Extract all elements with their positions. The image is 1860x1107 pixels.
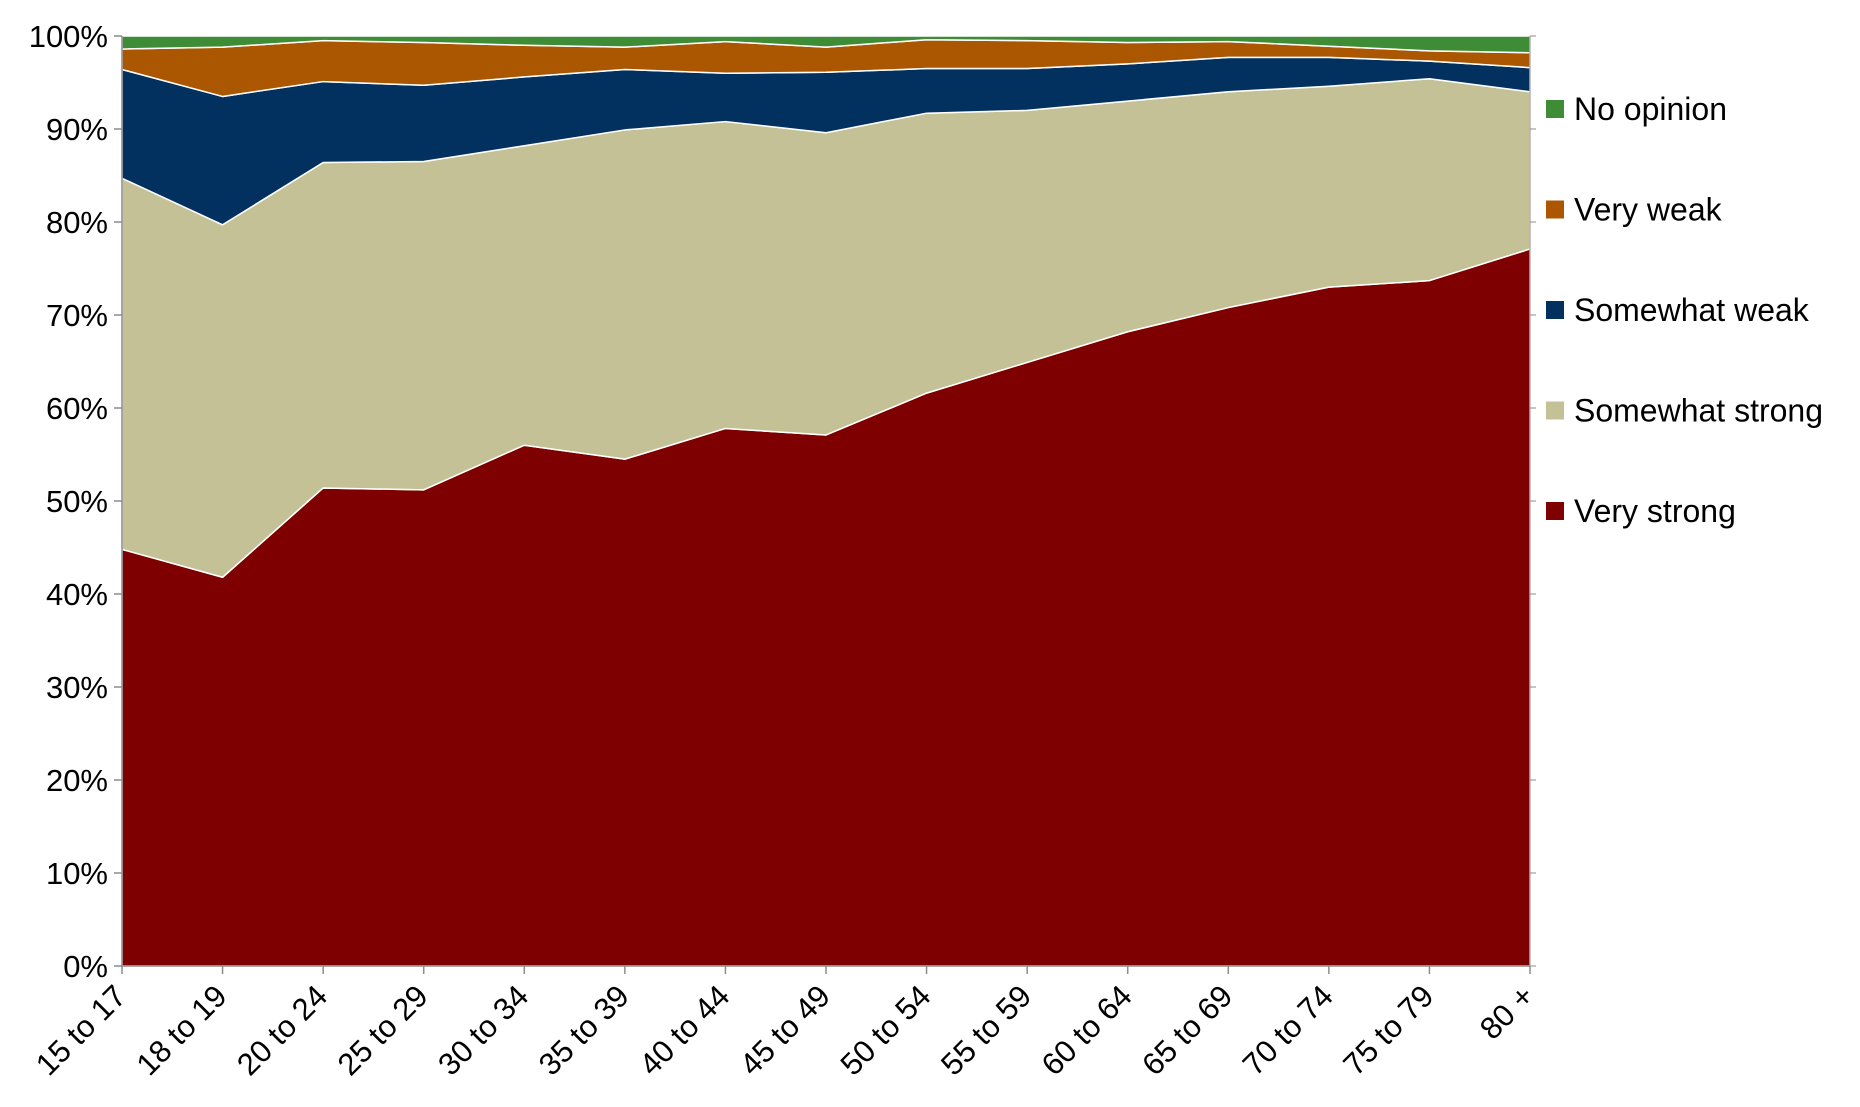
- legend-label: Somewhat strong: [1574, 393, 1823, 429]
- y-tick-label: 0%: [63, 949, 108, 984]
- y-tick-label: 70%: [46, 298, 108, 333]
- legend: No opinion Very weak Somewhat weak Somewhat…: [1546, 91, 1823, 529]
- legend-swatch: [1546, 100, 1564, 118]
- legend-label: Very weak: [1574, 192, 1723, 228]
- legend-item-somewhat-weak: Somewhat weak: [1546, 292, 1810, 328]
- x-tick-label: 50 to 54: [834, 978, 938, 1082]
- y-tick-label: 50%: [46, 484, 108, 519]
- x-tick-label: 60 to 64: [1035, 978, 1139, 1082]
- y-tick-label: 30%: [46, 670, 108, 705]
- x-tick-label: 75 to 79: [1336, 978, 1440, 1082]
- y-tick-label: 40%: [46, 577, 108, 612]
- x-tick-label: 45 to 49: [733, 978, 837, 1082]
- x-tick-label: 70 to 74: [1236, 978, 1340, 1082]
- x-tick-label: 35 to 39: [532, 978, 636, 1082]
- x-tick-label: 80 +: [1473, 978, 1541, 1046]
- areas-layer: [121, 35, 1531, 967]
- x-tick-label: 18 to 19: [130, 978, 234, 1082]
- legend-item-very-weak: Very weak: [1546, 192, 1723, 228]
- y-tick-label: 90%: [46, 112, 108, 147]
- x-tick-label: 15 to 17: [29, 978, 133, 1082]
- legend-label: Very strong: [1574, 493, 1736, 529]
- legend-item-somewhat-strong: Somewhat strong: [1546, 393, 1823, 429]
- legend-item-no-opinion: No opinion: [1546, 91, 1727, 127]
- legend-swatch: [1546, 401, 1564, 420]
- x-tick-label: 65 to 69: [1135, 978, 1239, 1082]
- x-tick-label: 55 to 59: [934, 978, 1038, 1082]
- y-tick-label: 60%: [46, 391, 108, 426]
- legend-item-very-strong: Very strong: [1546, 493, 1736, 529]
- y-tick-label: 10%: [46, 856, 108, 891]
- x-tick-label: 30 to 34: [431, 978, 535, 1082]
- x-tick-label: 25 to 29: [331, 978, 435, 1082]
- legend-label: No opinion: [1574, 91, 1727, 127]
- legend-swatch: [1546, 301, 1564, 319]
- y-tick-label: 100%: [29, 19, 108, 54]
- legend-swatch: [1546, 502, 1564, 520]
- x-tick-label: 20 to 24: [230, 978, 334, 1082]
- x-tick-label: 40 to 44: [632, 978, 736, 1082]
- legend-swatch: [1546, 200, 1564, 219]
- legend-label: Somewhat weak: [1574, 292, 1810, 328]
- y-tick-label: 20%: [46, 763, 108, 798]
- y-tick-label: 80%: [46, 205, 108, 240]
